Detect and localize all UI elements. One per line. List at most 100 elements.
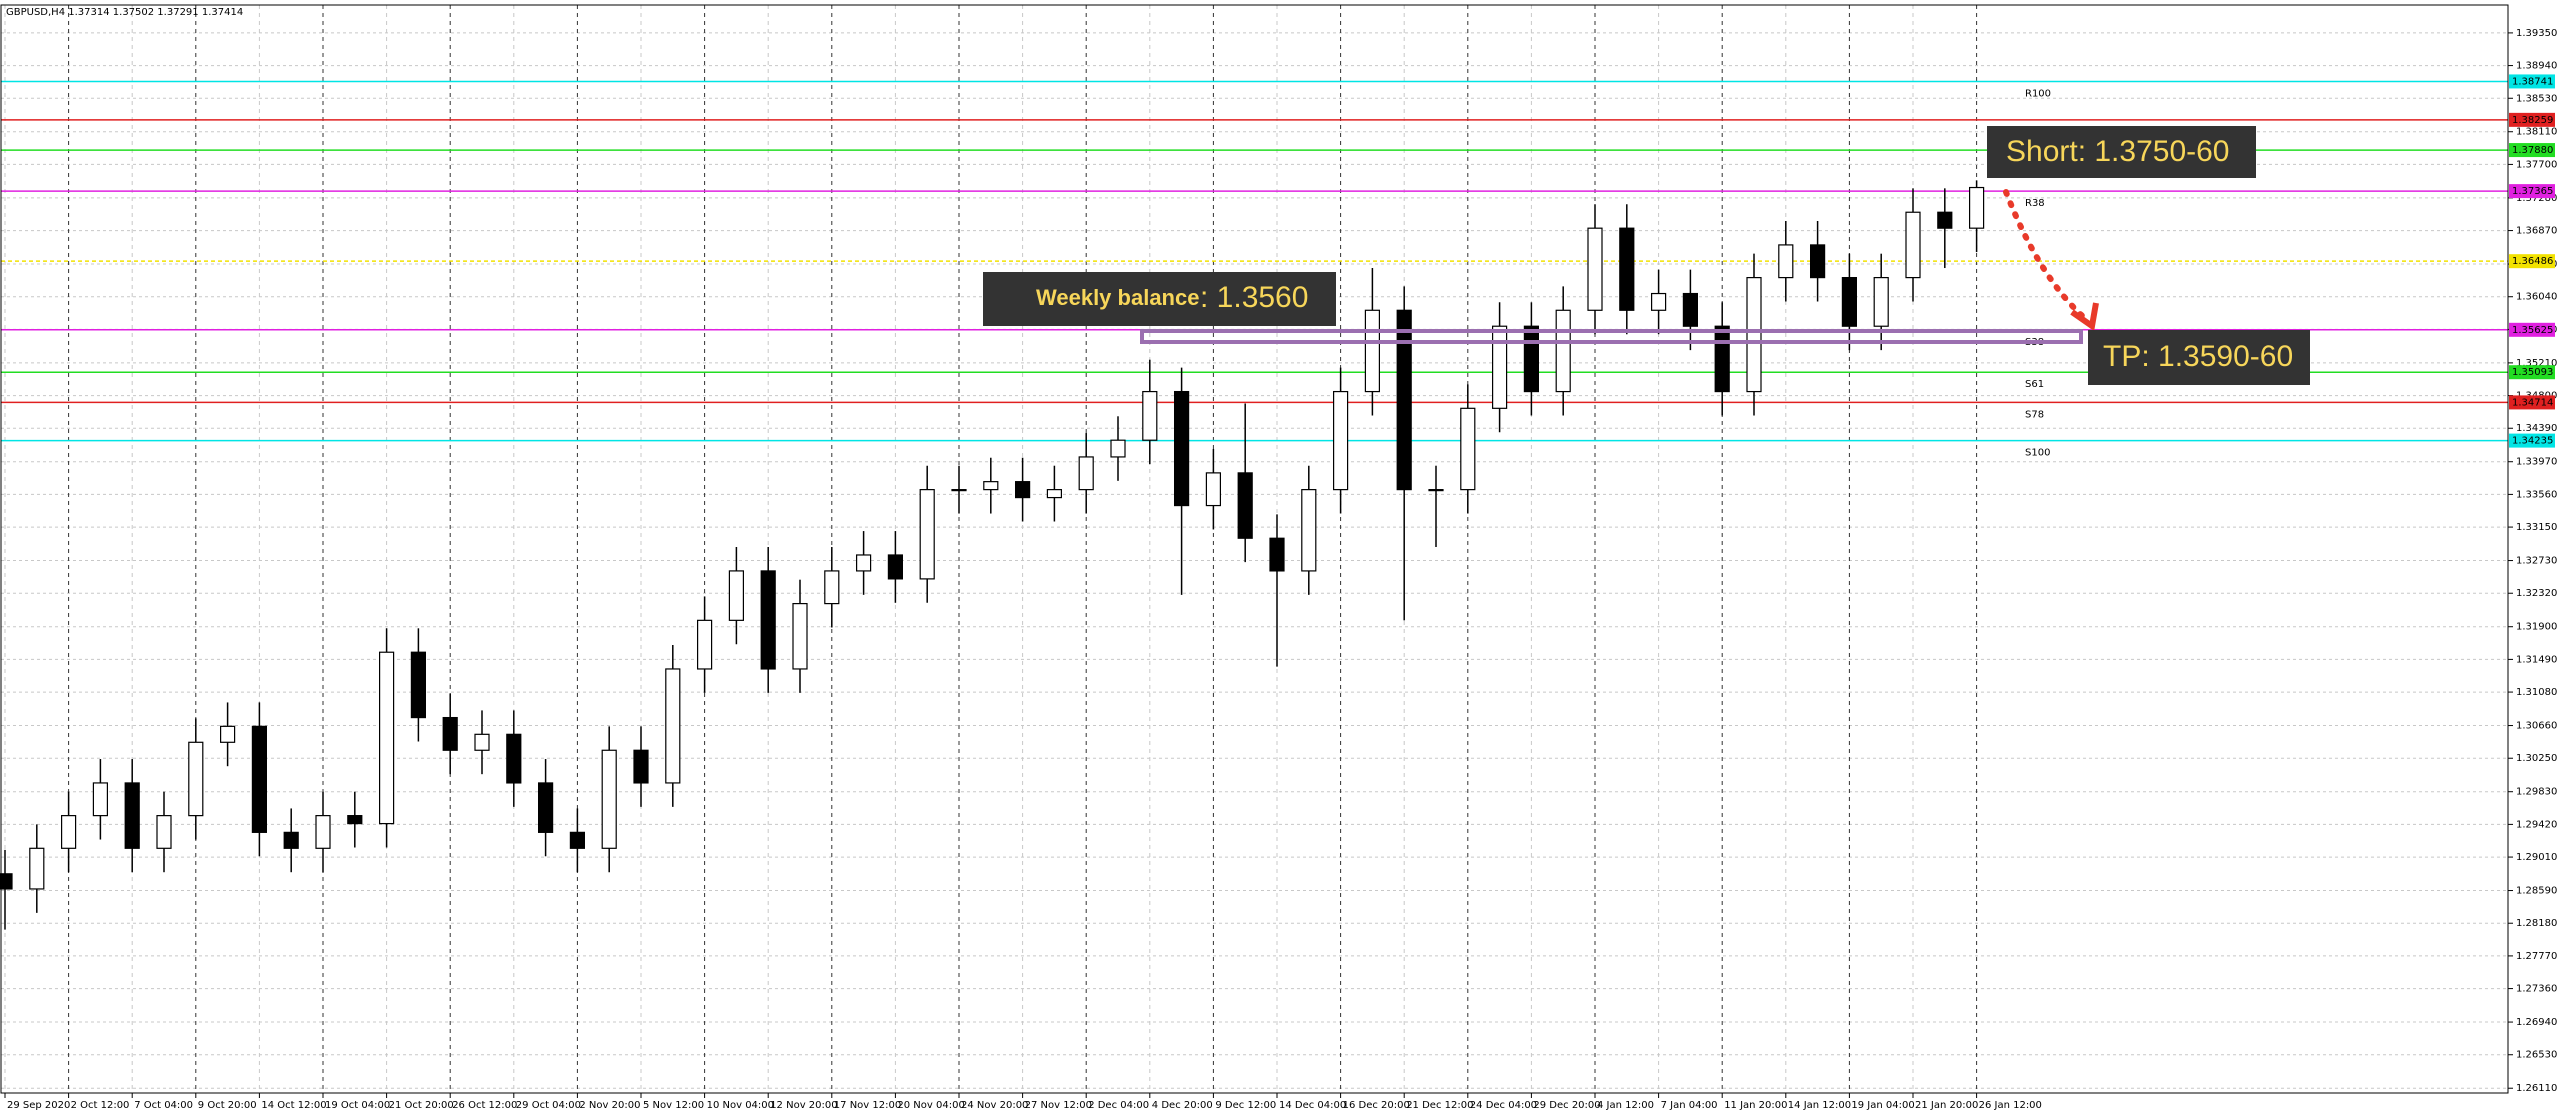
x-tick-label: 24 Dec 04:00 bbox=[1470, 1100, 1537, 1111]
x-tick-label: 12 Nov 20:00 bbox=[770, 1100, 837, 1111]
level-price-box bbox=[2509, 184, 2555, 199]
y-tick-label: 1.38530 bbox=[2516, 93, 2557, 104]
x-tick-label: 26 Oct 12:00 bbox=[452, 1100, 517, 1111]
y-tick-label: 1.38110 bbox=[2516, 127, 2557, 138]
level-price: 1.35625 bbox=[2512, 325, 2553, 336]
annotation-box bbox=[2088, 330, 2310, 385]
arrow-head bbox=[2070, 302, 2099, 332]
candle-body bbox=[251, 725, 267, 833]
y-tick-label: 1.29830 bbox=[2516, 787, 2557, 798]
x-tick-label: 19 Jan 04:00 bbox=[1851, 1100, 1914, 1111]
x-tick-label: 2 Oct 12:00 bbox=[71, 1100, 130, 1111]
candle-body bbox=[1078, 456, 1094, 491]
candle-body bbox=[601, 749, 617, 849]
level-name: S61 bbox=[2025, 379, 2044, 390]
y-tick-label: 1.29420 bbox=[2516, 819, 2557, 830]
candle-body bbox=[983, 481, 999, 491]
candle-body bbox=[1205, 472, 1222, 507]
candle-body bbox=[1428, 489, 1444, 492]
x-tick-label: 29 Oct 04:00 bbox=[516, 1100, 581, 1111]
candle-body bbox=[1682, 292, 1699, 327]
candle-body bbox=[633, 749, 649, 784]
x-tick-label: 14 Oct 12:00 bbox=[261, 1100, 326, 1111]
candle-body bbox=[92, 782, 109, 817]
candle-body bbox=[1841, 276, 1858, 327]
candle-body bbox=[1714, 325, 1730, 393]
candle-body bbox=[792, 602, 808, 670]
candle-body bbox=[1460, 407, 1476, 491]
candle-body bbox=[1809, 244, 1826, 279]
candle-body bbox=[1237, 472, 1253, 539]
candle-body bbox=[442, 716, 458, 751]
level-price: 1.36486 bbox=[2512, 256, 2553, 267]
x-tick-label: 7 Oct 04:00 bbox=[134, 1100, 193, 1111]
y-tick-label: 1.37700 bbox=[2516, 159, 2557, 170]
annotation-box bbox=[1987, 126, 2256, 178]
level-price: 1.35093 bbox=[2512, 367, 2553, 378]
candle-body bbox=[1173, 390, 1190, 507]
candle-body bbox=[760, 570, 776, 670]
candle-body bbox=[283, 831, 299, 849]
x-tick-label: 21 Jan 20:00 bbox=[1915, 1100, 1978, 1111]
chart-title: GBPUSD,H4 1.37314 1.37502 1.37291 1.3741… bbox=[6, 7, 243, 18]
annotation-box bbox=[983, 272, 1336, 326]
candle-body bbox=[1491, 325, 1508, 409]
level-price-box bbox=[2509, 112, 2555, 127]
y-tick-label: 1.26940 bbox=[2516, 1017, 2557, 1028]
annotation: Weekly balance bbox=[1036, 285, 1199, 310]
candle-body bbox=[1619, 227, 1635, 311]
y-tick-label: 1.36040 bbox=[2516, 292, 2557, 303]
candle-body bbox=[728, 570, 745, 621]
candle-body bbox=[315, 815, 331, 849]
level-price-box bbox=[2509, 254, 2555, 269]
y-tick-label: 1.36870 bbox=[2516, 226, 2557, 237]
x-tick-label: 21 Oct 20:00 bbox=[389, 1100, 454, 1111]
level-name: S100 bbox=[2025, 448, 2050, 459]
y-tick-label: 1.31900 bbox=[2516, 622, 2557, 633]
y-tick-label: 1.29010 bbox=[2516, 852, 2557, 863]
candle-body bbox=[1778, 244, 1794, 279]
arrow bbox=[2003, 189, 2091, 324]
candle-body bbox=[347, 815, 363, 825]
x-tick-label: 19 Oct 04:00 bbox=[325, 1100, 390, 1111]
y-tick-label: 1.31080 bbox=[2516, 687, 2557, 698]
level-price-box bbox=[2509, 143, 2555, 158]
candle-body bbox=[569, 831, 586, 849]
level-name: R38 bbox=[2025, 198, 2045, 209]
level-price: 1.37880 bbox=[2512, 145, 2553, 156]
candle-body bbox=[1937, 211, 1953, 229]
x-tick-label: 17 Nov 12:00 bbox=[834, 1100, 901, 1111]
y-tick-label: 1.39350 bbox=[2516, 28, 2557, 39]
level-price-box bbox=[2509, 322, 2555, 337]
candle-body bbox=[29, 847, 45, 890]
x-tick-label: 2 Dec 04:00 bbox=[1088, 1100, 1149, 1111]
level-name: S78 bbox=[2025, 409, 2044, 420]
y-tick-label: 1.30250 bbox=[2516, 753, 2557, 764]
balance-zone bbox=[1140, 329, 2083, 344]
y-tick-label: 1.33560 bbox=[2516, 489, 2557, 500]
level-price-box bbox=[2509, 395, 2555, 410]
candle-body bbox=[410, 651, 426, 719]
candle-body bbox=[696, 619, 713, 670]
candle-body bbox=[220, 725, 236, 743]
candle-body bbox=[1555, 309, 1571, 393]
x-tick-label: 10 Nov 04:00 bbox=[707, 1100, 774, 1111]
y-tick-label: 1.31490 bbox=[2516, 654, 2557, 665]
candle-body bbox=[1301, 489, 1317, 572]
candle-body bbox=[1332, 390, 1349, 491]
candle-body bbox=[1650, 292, 1667, 311]
candle-body bbox=[506, 733, 522, 784]
x-tick-label: 14 Dec 04:00 bbox=[1279, 1100, 1346, 1111]
x-tick-label: 16 Dec 20:00 bbox=[1343, 1100, 1410, 1111]
y-tick-label: 1.30660 bbox=[2516, 721, 2557, 732]
x-tick-label: 7 Jan 04:00 bbox=[1661, 1100, 1718, 1111]
x-tick-label: 9 Oct 20:00 bbox=[198, 1100, 257, 1111]
x-tick-label: 21 Dec 12:00 bbox=[1406, 1100, 1473, 1111]
plot-frame bbox=[0, 4, 2509, 1094]
candle-body bbox=[1968, 186, 1985, 229]
candle-body bbox=[1110, 439, 1126, 458]
x-tick-label: 29 Dec 20:00 bbox=[1533, 1100, 1600, 1111]
y-tick-label: 1.27360 bbox=[2516, 984, 2557, 995]
candle-body bbox=[1142, 390, 1158, 441]
